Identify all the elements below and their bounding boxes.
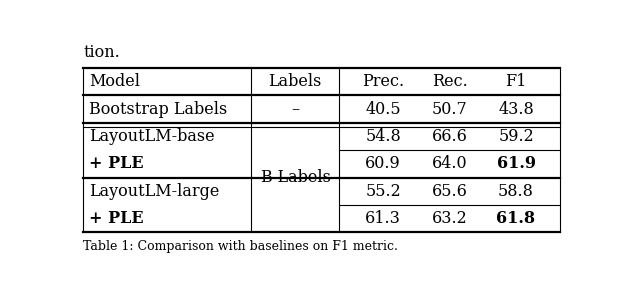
Text: Table 1: Comparison with baselines on F1 metric.: Table 1: Comparison with baselines on F1… (84, 240, 398, 253)
Text: tion.: tion. (84, 44, 120, 61)
Text: 55.2: 55.2 (365, 183, 401, 200)
Text: 59.2: 59.2 (498, 128, 534, 145)
Text: 61.3: 61.3 (365, 210, 401, 227)
Text: 60.9: 60.9 (365, 155, 401, 172)
Text: –: – (291, 101, 299, 118)
Text: 64.0: 64.0 (432, 155, 467, 172)
Text: 43.8: 43.8 (498, 101, 534, 118)
Text: LayoutLM-large: LayoutLM-large (89, 183, 220, 200)
Text: LayoutLM-base: LayoutLM-base (89, 128, 215, 145)
Text: Rec.: Rec. (431, 73, 467, 90)
Text: 63.2: 63.2 (431, 210, 467, 227)
Text: 50.7: 50.7 (431, 101, 467, 118)
Text: 65.6: 65.6 (431, 183, 468, 200)
Text: 66.6: 66.6 (431, 128, 468, 145)
Text: B-Labels: B-Labels (259, 169, 330, 186)
Text: Prec.: Prec. (362, 73, 404, 90)
Text: Labels: Labels (268, 73, 322, 90)
Text: 61.8: 61.8 (497, 210, 536, 227)
Text: Bootstrap Labels: Bootstrap Labels (89, 101, 227, 118)
Text: 40.5: 40.5 (365, 101, 401, 118)
Text: 58.8: 58.8 (498, 183, 534, 200)
Text: Model: Model (89, 73, 140, 90)
Text: 54.8: 54.8 (365, 128, 401, 145)
Text: 61.9: 61.9 (497, 155, 536, 172)
Text: F1: F1 (506, 73, 527, 90)
Text: + PLE: + PLE (89, 155, 144, 172)
Text: + PLE: + PLE (89, 210, 144, 227)
